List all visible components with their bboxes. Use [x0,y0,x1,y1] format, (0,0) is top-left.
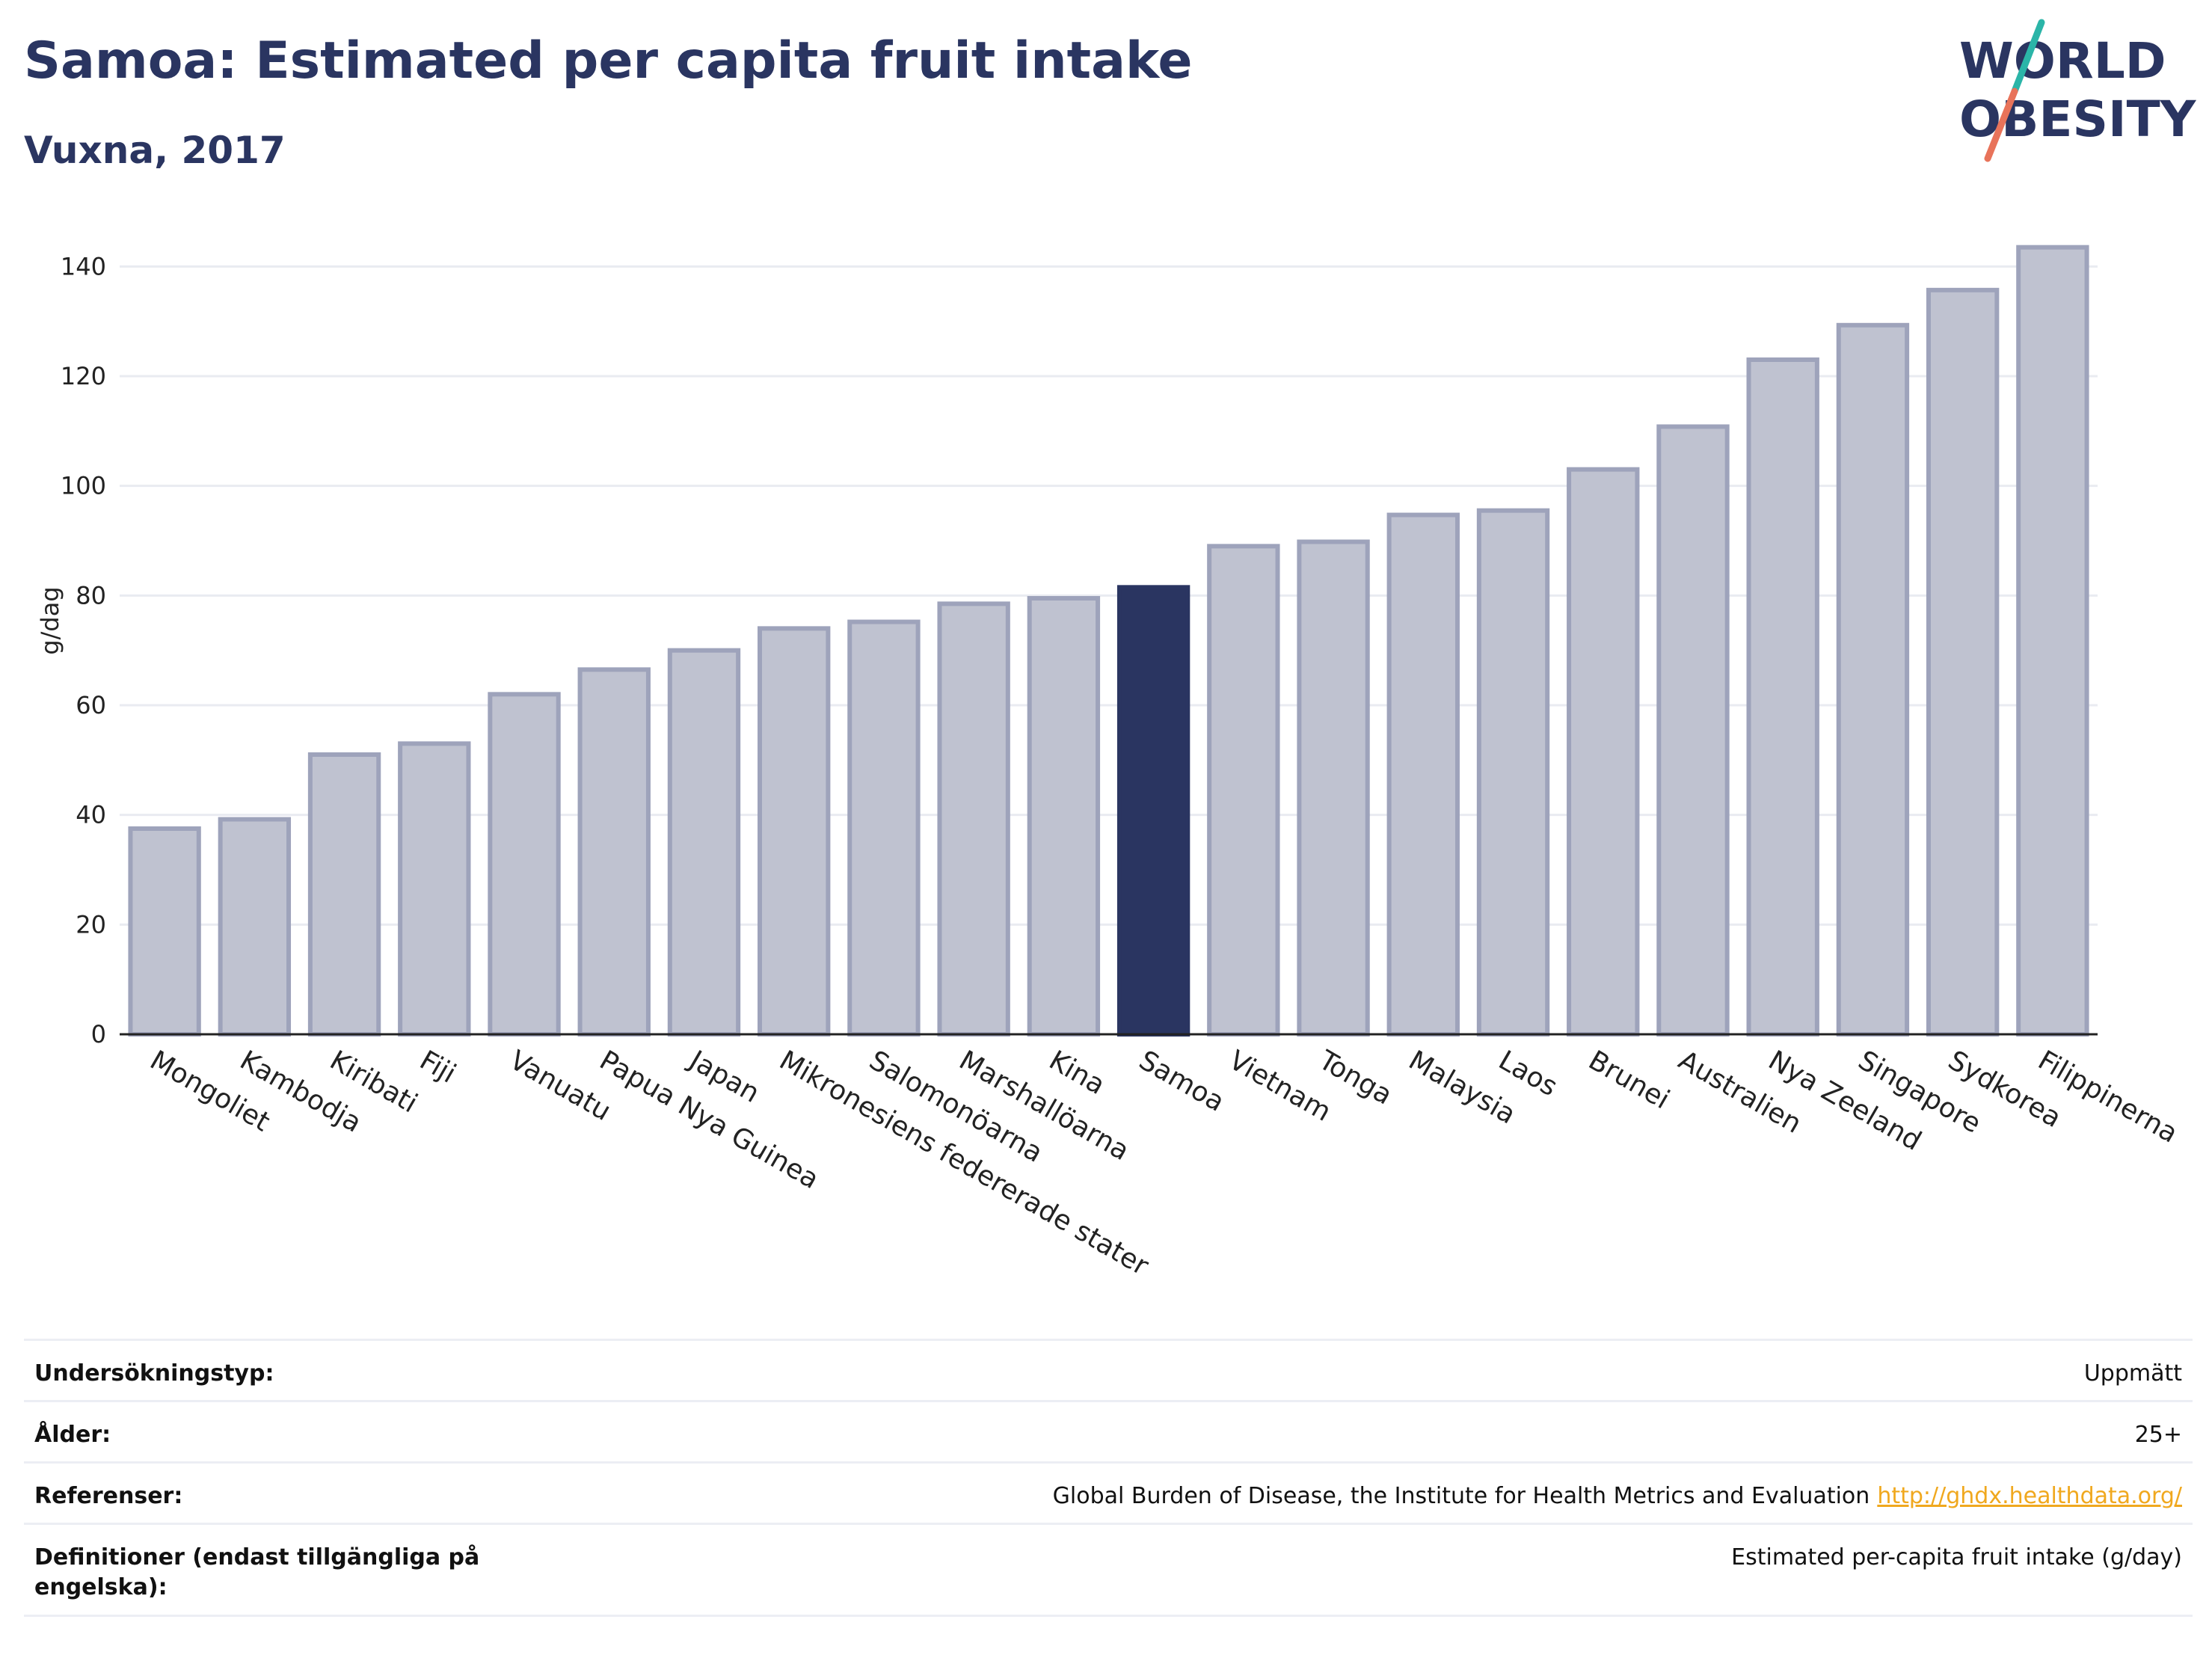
x-tick-label: Filippinerna [2033,1045,2182,1149]
info-value-cell: Uppmätt [2084,1359,2182,1389]
x-tick-label: Fiji [414,1045,461,1090]
bar-vanuatu[interactable] [488,692,561,1037]
info-label: Referenser: [34,1483,183,1509]
x-tick-label: Nya Zeeland [1763,1045,1926,1157]
y-axis-label: g/dag [36,586,64,654]
reference-link[interactable]: http://ghdx.healthdata.org/ [1877,1483,2182,1509]
y-tick-label: 60 [76,691,106,719]
y-tick-label: 120 [61,362,106,390]
bar-laos[interactable] [1476,508,1550,1037]
info-row: Referenser: Global Burden of Disease, the… [24,1461,2193,1523]
page-title: Samoa: Estimated per capita fruit intake [24,31,1193,90]
world-obesity-logo: WORLD OBESITY [1959,19,2197,162]
bar-singapore[interactable] [1836,322,1910,1037]
info-label: Definitioner (endast tillgängliga på eng… [34,1544,480,1600]
bars [128,245,2089,1037]
bar-salomon-arna[interactable] [847,619,921,1037]
info-value: Global Burden of Disease, the Institute … [1052,1483,1870,1509]
bar-mongoliet[interactable] [128,826,201,1037]
bar-sydkorea[interactable] [1926,287,2000,1037]
bar-mikronesiens-federerade-stater[interactable] [758,626,831,1037]
info-value: Estimated per-capita fruit intake (g/day… [1731,1544,2182,1570]
bar-papua-nya-guinea[interactable] [577,667,651,1037]
bar-kiribati[interactable] [307,752,381,1037]
info-value-cell: Global Burden of Disease, the Institute … [1053,1481,2182,1511]
logo-text-line1: WORLD [1959,32,2166,90]
x-tick-label: Vanuatu [505,1045,616,1127]
logo-slash-bottom [1984,87,2018,162]
bar-fiji[interactable] [398,741,471,1037]
info-table: Undersökningstyp: Uppmätt Ålder: 25+ Referen… [24,1339,2193,1617]
bar-kambodja[interactable] [218,817,292,1037]
bar-malaysia[interactable] [1386,512,1460,1037]
info-value-cell: Estimated per-capita fruit intake (g/day… [1731,1543,2182,1573]
bar-filippinerna[interactable] [2016,245,2089,1037]
bar-vietnam[interactable] [1207,544,1280,1037]
info-label: Ålder: [34,1422,111,1448]
logo-slash-top [2011,19,2045,95]
info-row: Undersökningstyp: Uppmätt [24,1339,2193,1400]
info-value-cell: 25+ [2135,1420,2182,1450]
y-tick-label: 20 [76,910,106,939]
x-tick-label: Kina [1044,1045,1110,1101]
bar-tonga[interactable] [1297,539,1370,1037]
bar-japan[interactable] [667,648,741,1037]
page-subtitle: Vuxna, 2017 [24,129,286,172]
y-axis-ticks: 0 20 40 60 80 100 120 140 [61,252,106,1048]
y-tick-label: 0 [91,1020,106,1048]
info-row: Definitioner (endast tillgängliga på eng… [24,1523,2193,1617]
y-tick-label: 80 [76,581,106,610]
bar-marshall-arna[interactable] [937,601,1010,1037]
x-tick-label: Vietnam [1223,1045,1336,1128]
bar-samoa[interactable] [1116,585,1191,1037]
info-row: Ålder: 25+ [24,1400,2193,1461]
y-tick-label: 100 [61,472,106,500]
bar-nya-zeeland[interactable] [1746,357,1819,1037]
y-tick-label: 140 [61,252,106,280]
x-tick-label: Brunei [1583,1045,1674,1115]
info-label: Undersökningstyp: [34,1360,274,1387]
info-value: Uppmätt [2083,1360,2182,1387]
info-value: 25+ [2134,1422,2182,1448]
bar-australien[interactable] [1656,424,1730,1037]
bar-brunei[interactable] [1567,467,1640,1037]
x-tick-label: Samoa [1134,1045,1229,1118]
y-tick-label: 40 [76,801,106,829]
bar-kina[interactable] [1027,596,1101,1037]
